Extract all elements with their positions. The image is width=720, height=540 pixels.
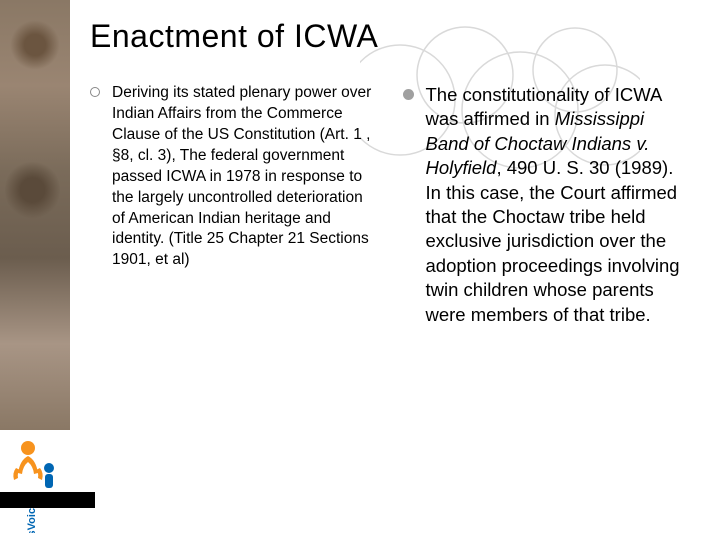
sidebar-photo-strip	[0, 0, 70, 430]
bullet-right: The constitutionality of ICWA was affirm…	[403, 83, 691, 327]
sidebar: KidsVoice	[0, 0, 70, 540]
right-column: The constitutionality of ICWA was affirm…	[403, 83, 691, 327]
bullet-left: Deriving its stated plenary power over I…	[90, 83, 378, 271]
kidsvoice-logo: KidsVoice	[8, 438, 62, 533]
bullet-marker-open-icon	[90, 87, 100, 97]
left-column: Deriving its stated plenary power over I…	[90, 83, 378, 327]
bullet-marker-filled-icon	[403, 89, 414, 100]
page-title: Enactment of ICWA	[90, 18, 690, 55]
left-bullet-text: Deriving its stated plenary power over I…	[112, 83, 378, 271]
main-content: Enactment of ICWA Deriving its stated pl…	[80, 0, 710, 540]
columns: Deriving its stated plenary power over I…	[90, 83, 690, 327]
right-bullet-text: The constitutionality of ICWA was affirm…	[426, 83, 691, 327]
right-post: , 490 U. S. 30 (1989). In this case, the…	[426, 157, 680, 324]
logo-area: KidsVoice	[0, 430, 70, 540]
